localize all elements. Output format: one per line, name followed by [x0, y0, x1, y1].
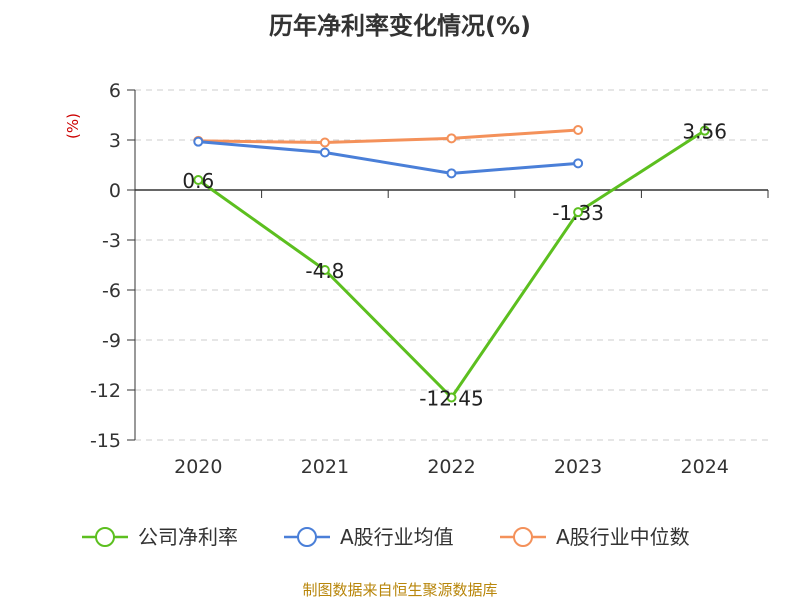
legend-item-2[interactable]: A股行业中位数 — [500, 525, 690, 549]
y-tick-label: 0 — [109, 180, 121, 202]
y-tick-labels: 6 3 0 -3 -6 -9 -12 -15 — [90, 80, 121, 452]
data-point[interactable] — [573, 207, 584, 218]
data-point[interactable] — [319, 147, 330, 158]
series-1 — [193, 136, 584, 179]
data-source-note: 制图数据来自恒生聚源数据库 — [302, 581, 497, 599]
data-labels: 0.6 -4.8 -12.45 -1.33 3.56 — [182, 120, 727, 411]
legend-marker — [95, 527, 115, 547]
y-tick-label: -9 — [102, 330, 121, 352]
data-label: -4.8 — [305, 259, 344, 283]
data-point[interactable] — [699, 125, 710, 136]
data-point[interactable] — [193, 175, 204, 185]
x-tick-label: 2023 — [554, 456, 602, 478]
data-point[interactable] — [193, 136, 204, 147]
data-point[interactable] — [446, 392, 457, 403]
data-point[interactable] — [319, 265, 330, 275]
data-point[interactable] — [446, 168, 457, 179]
legend-label: A股行业均值 — [340, 525, 454, 549]
data-label: 0.6 — [182, 169, 214, 193]
y-tick-label: -12 — [90, 380, 121, 402]
series-group — [193, 125, 710, 403]
legend-item-0[interactable]: 公司净利率 — [82, 525, 238, 549]
series-0 — [193, 125, 710, 403]
y-tick-label: -15 — [90, 430, 121, 452]
legend-marker — [513, 527, 533, 547]
legend-label: A股行业中位数 — [556, 525, 690, 549]
x-tick-label: 2024 — [681, 456, 729, 478]
legend[interactable]: 公司净利率 A股行业均值 A股行业中位数 — [82, 525, 690, 549]
x-tick-label: 2022 — [427, 456, 475, 478]
x-tick-labels: 2020 2021 2022 2023 2024 — [174, 456, 729, 478]
data-label: -12.45 — [419, 387, 483, 411]
data-point[interactable] — [446, 133, 457, 144]
y-tick-label: 6 — [109, 80, 121, 102]
x-tick-label: 2021 — [301, 456, 349, 478]
x-tick-label: 2020 — [174, 456, 222, 478]
series-2 — [193, 125, 584, 148]
chart-title: 历年净利率变化情况(%) — [269, 12, 531, 40]
data-point[interactable] — [573, 158, 584, 169]
series-line — [198, 128, 579, 144]
data-point[interactable] — [319, 137, 330, 148]
data-point[interactable] — [573, 125, 584, 135]
legend-label: 公司净利率 — [138, 525, 238, 549]
y-tick-label: 3 — [109, 130, 121, 152]
axes — [127, 89, 769, 441]
data-label: 3.56 — [682, 120, 727, 144]
legend-item-1[interactable]: A股行业均值 — [284, 525, 454, 549]
series-line — [198, 140, 579, 175]
data-label: -1.33 — [552, 201, 604, 225]
legend-marker — [297, 527, 317, 547]
y-tick-label: -3 — [102, 230, 121, 252]
y-tick-label: -6 — [102, 280, 121, 302]
y-axis-unit-label: (%) — [64, 113, 82, 139]
